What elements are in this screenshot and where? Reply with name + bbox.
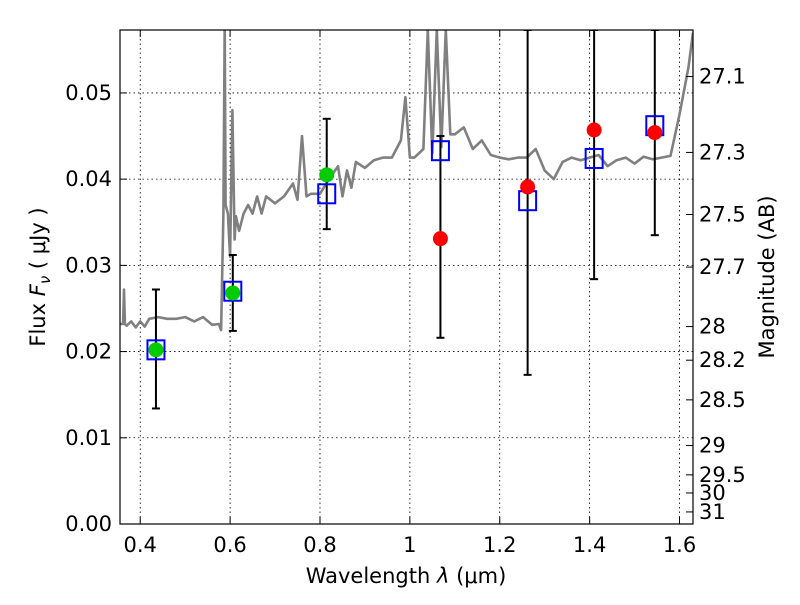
x-tick-label: 1.4 [573,533,606,557]
mag-tick-label: 28 [699,315,726,339]
model-photometry-square [584,147,604,169]
sed-model-line [120,30,693,332]
y-tick-label: 0.04 [65,167,112,191]
optical-flux-point [148,342,164,358]
mag-tick-label: 27.5 [699,202,746,226]
mag-tick-label: 27.1 [699,65,746,89]
optical-flux-point [225,285,241,301]
mag-tick-label: 29 [699,434,726,458]
x-tick-label: 0.4 [124,533,157,557]
plot-frame [119,29,694,525]
mag-tick-label: 29.5 [699,463,746,487]
model-photometry-square [317,183,337,205]
nir-flux-point [520,179,536,195]
model-photometry-square [146,339,166,361]
nir-flux-point [586,122,602,138]
nir-flux-point [647,125,663,141]
y-tick-label: 0.05 [65,81,112,105]
ticks: 0.4 0.6 0.8 1 1.2 1.4 1.6 0.00 0.01 0.02 0.03 0.04 0… [65,30,746,557]
optical-flux-point [319,167,335,183]
x-tick-label: 0.8 [303,533,336,557]
y-tick-label: 0.02 [65,340,112,364]
mag-tick-label: 31 [699,500,726,524]
model-photometry-square [223,280,243,302]
mag-tick-label: 27.7 [699,255,746,279]
y-axis-label: Flux Fν ( μJy ) [26,207,54,346]
y-tick-label: 0.03 [65,253,112,277]
x-tick-label: 1.6 [663,533,696,557]
x-tick-label: 1.2 [483,533,516,557]
data-layer [120,30,693,410]
model-photometry-square [430,140,450,162]
y2-axis-label: Magnitude (AB) [755,195,779,358]
x-tick-label: 1 [403,533,416,557]
mag-tick-label: 30 [699,481,726,505]
y-tick-label: 0.00 [65,512,112,536]
x-axis-label: Wavelength λ (μm) [306,564,507,588]
y-tick-label: 0.01 [65,426,112,450]
mag-tick-label: 28.2 [699,348,746,372]
mag-tick-label: 28.5 [699,388,746,412]
x-tick-label: 0.6 [213,533,246,557]
nir-flux-point [432,231,448,247]
mag-tick-label: 27.3 [699,140,746,164]
